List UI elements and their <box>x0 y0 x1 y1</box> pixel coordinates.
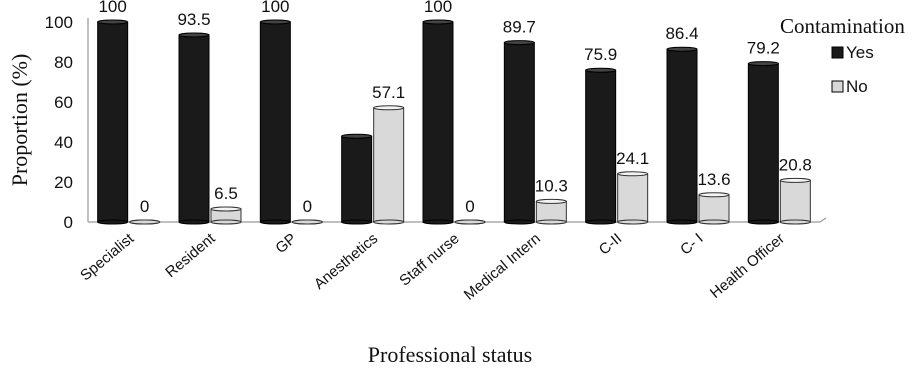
bar-yes-0 <box>97 19 129 225</box>
y-axis-label: Proportion (%) <box>7 54 32 187</box>
data-label-yes-8: 79.2 <box>747 39 780 58</box>
y-tick-label: 40 <box>54 133 73 152</box>
legend-swatch-no <box>831 80 844 93</box>
axis-lines <box>87 18 827 223</box>
legend-label-yes: Yes <box>846 43 874 62</box>
data-label-yes-6: 75.9 <box>584 45 617 64</box>
data-label-yes-2: 100 <box>261 0 289 16</box>
x-tick-label: Health Officer <box>707 230 788 302</box>
bar-yes-5 <box>503 40 535 225</box>
x-axis-label: Professional status <box>368 342 532 367</box>
y-tick-label: 80 <box>54 53 73 72</box>
data-label-yes-4: 100 <box>424 0 452 16</box>
bar-no-3 <box>373 105 405 225</box>
bar-yes-3 <box>341 133 373 225</box>
x-tick-label: C-II <box>596 230 625 259</box>
x-tick-label: Anesthetics <box>311 230 381 293</box>
data-label-no-2: 0 <box>303 197 312 216</box>
y-ticks: 0 20 40 60 80 100 <box>45 13 73 232</box>
data-label-no-5: 10.3 <box>535 176 568 195</box>
bar-yes-4 <box>422 19 454 225</box>
bar-no-2 <box>291 219 323 225</box>
x-tick-label: Staff nurse <box>396 230 462 289</box>
y-tick-label: 60 <box>54 93 73 112</box>
bar-no-5 <box>535 198 567 225</box>
y-tick-label: 20 <box>54 173 73 192</box>
data-label-yes-0: 100 <box>98 0 126 16</box>
bar-yes-6 <box>585 67 617 225</box>
x-ticks: Specialist Resident GP Anesthetics Staff nur… <box>77 230 788 304</box>
y-tick-label: 100 <box>45 13 73 32</box>
bars <box>97 19 811 225</box>
bar-yes-1 <box>178 32 210 225</box>
axes <box>87 18 827 223</box>
data-label-no-3: 57.1 <box>372 83 405 102</box>
legend: Contamination Yes No <box>780 14 905 96</box>
data-labels: 100 0 93.5 6.5 100 0 57.1 100 0 89.7 10.3 75.9 24.1 8… <box>98 0 811 216</box>
bar-no-4 <box>454 219 486 225</box>
data-label-yes-7: 86.4 <box>665 24 698 43</box>
x-tick-label: GP <box>272 230 300 257</box>
legend-title: Contamination <box>780 14 905 38</box>
bar-yes-7 <box>666 46 698 225</box>
data-label-yes-5: 89.7 <box>503 18 536 37</box>
data-label-no-4: 0 <box>465 197 474 216</box>
x-tick-label: Medical Intern <box>461 230 544 304</box>
x-tick-label: Specialist <box>77 230 138 285</box>
bar-no-1 <box>210 206 242 225</box>
bar-no-7 <box>698 192 730 225</box>
data-label-no-8: 20.8 <box>779 155 812 174</box>
bar-no-6 <box>617 171 649 225</box>
legend-label-no: No <box>846 77 868 96</box>
data-label-no-6: 24.1 <box>616 149 649 168</box>
x-tick-label: Resident <box>162 230 219 282</box>
data-label-yes-1: 93.5 <box>177 10 210 29</box>
bar-no-8 <box>779 177 811 225</box>
legend-swatch-yes <box>831 46 844 59</box>
bar-no-0 <box>129 219 161 225</box>
y-tick-label: 0 <box>64 213 73 232</box>
data-label-no-1: 6.5 <box>214 184 238 203</box>
bar-yes-8 <box>747 61 779 225</box>
data-label-no-7: 13.6 <box>697 170 730 189</box>
data-label-no-0: 0 <box>140 197 149 216</box>
x-tick-label: C- I <box>677 230 706 259</box>
bar-yes-2 <box>259 19 291 225</box>
